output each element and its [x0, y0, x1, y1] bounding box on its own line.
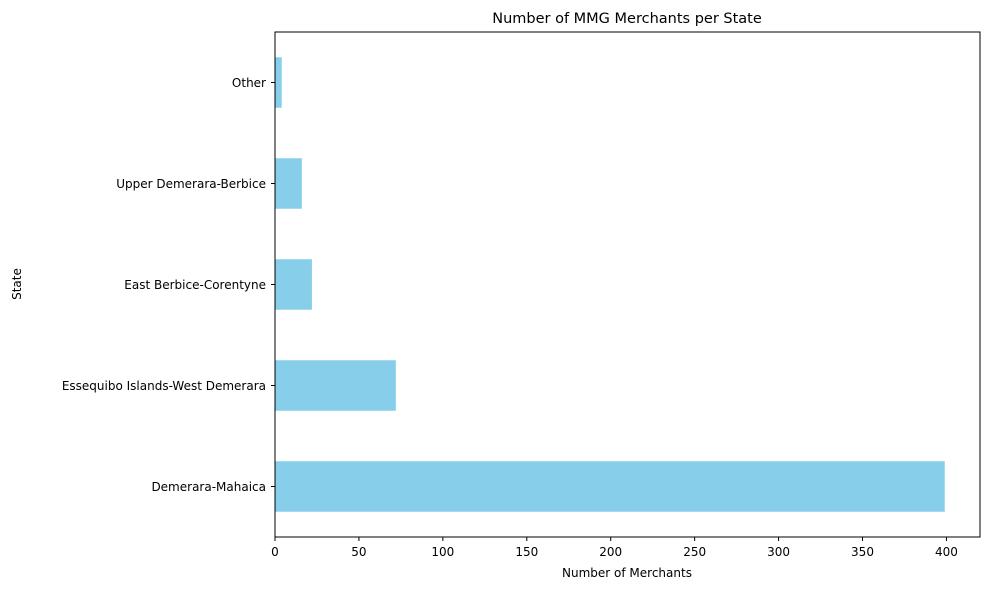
x-tick-label: 100	[431, 545, 454, 559]
y-axis-label: State	[10, 268, 24, 300]
x-tick-label: 300	[767, 545, 790, 559]
y-tick-label: East Berbice-Corentyne	[124, 278, 266, 292]
y-tick-label: Upper Demerara-Berbice	[116, 177, 266, 191]
x-tick-label: 400	[935, 545, 958, 559]
bar	[275, 57, 282, 108]
x-tick-label: 200	[599, 545, 622, 559]
x-tick-label: 150	[515, 545, 538, 559]
y-tick-label: Essequibo Islands-West Demerara	[62, 379, 266, 393]
x-tick-label: 50	[351, 545, 366, 559]
plot-frame	[274, 31, 981, 538]
x-tick-label: 350	[851, 545, 874, 559]
y-tick-label: Demerara-Mahaica	[151, 480, 266, 494]
y-tick-label: Other	[232, 76, 266, 90]
bars-group	[275, 57, 945, 512]
bar	[275, 158, 302, 209]
x-axis-label: Number of Merchants	[562, 566, 692, 580]
bar	[275, 461, 945, 512]
x-tick-label: 0	[271, 545, 279, 559]
x-tick-label: 250	[683, 545, 706, 559]
bar	[275, 360, 396, 411]
y-axis-ticks: Demerara-Mahaica Essequibo Islands-West D…	[62, 76, 275, 494]
bar	[275, 259, 312, 310]
x-axis-ticks: 0 50 100 150 200 250 300 350 400	[271, 537, 958, 559]
chart-title: Number of MMG Merchants per State	[492, 11, 762, 27]
